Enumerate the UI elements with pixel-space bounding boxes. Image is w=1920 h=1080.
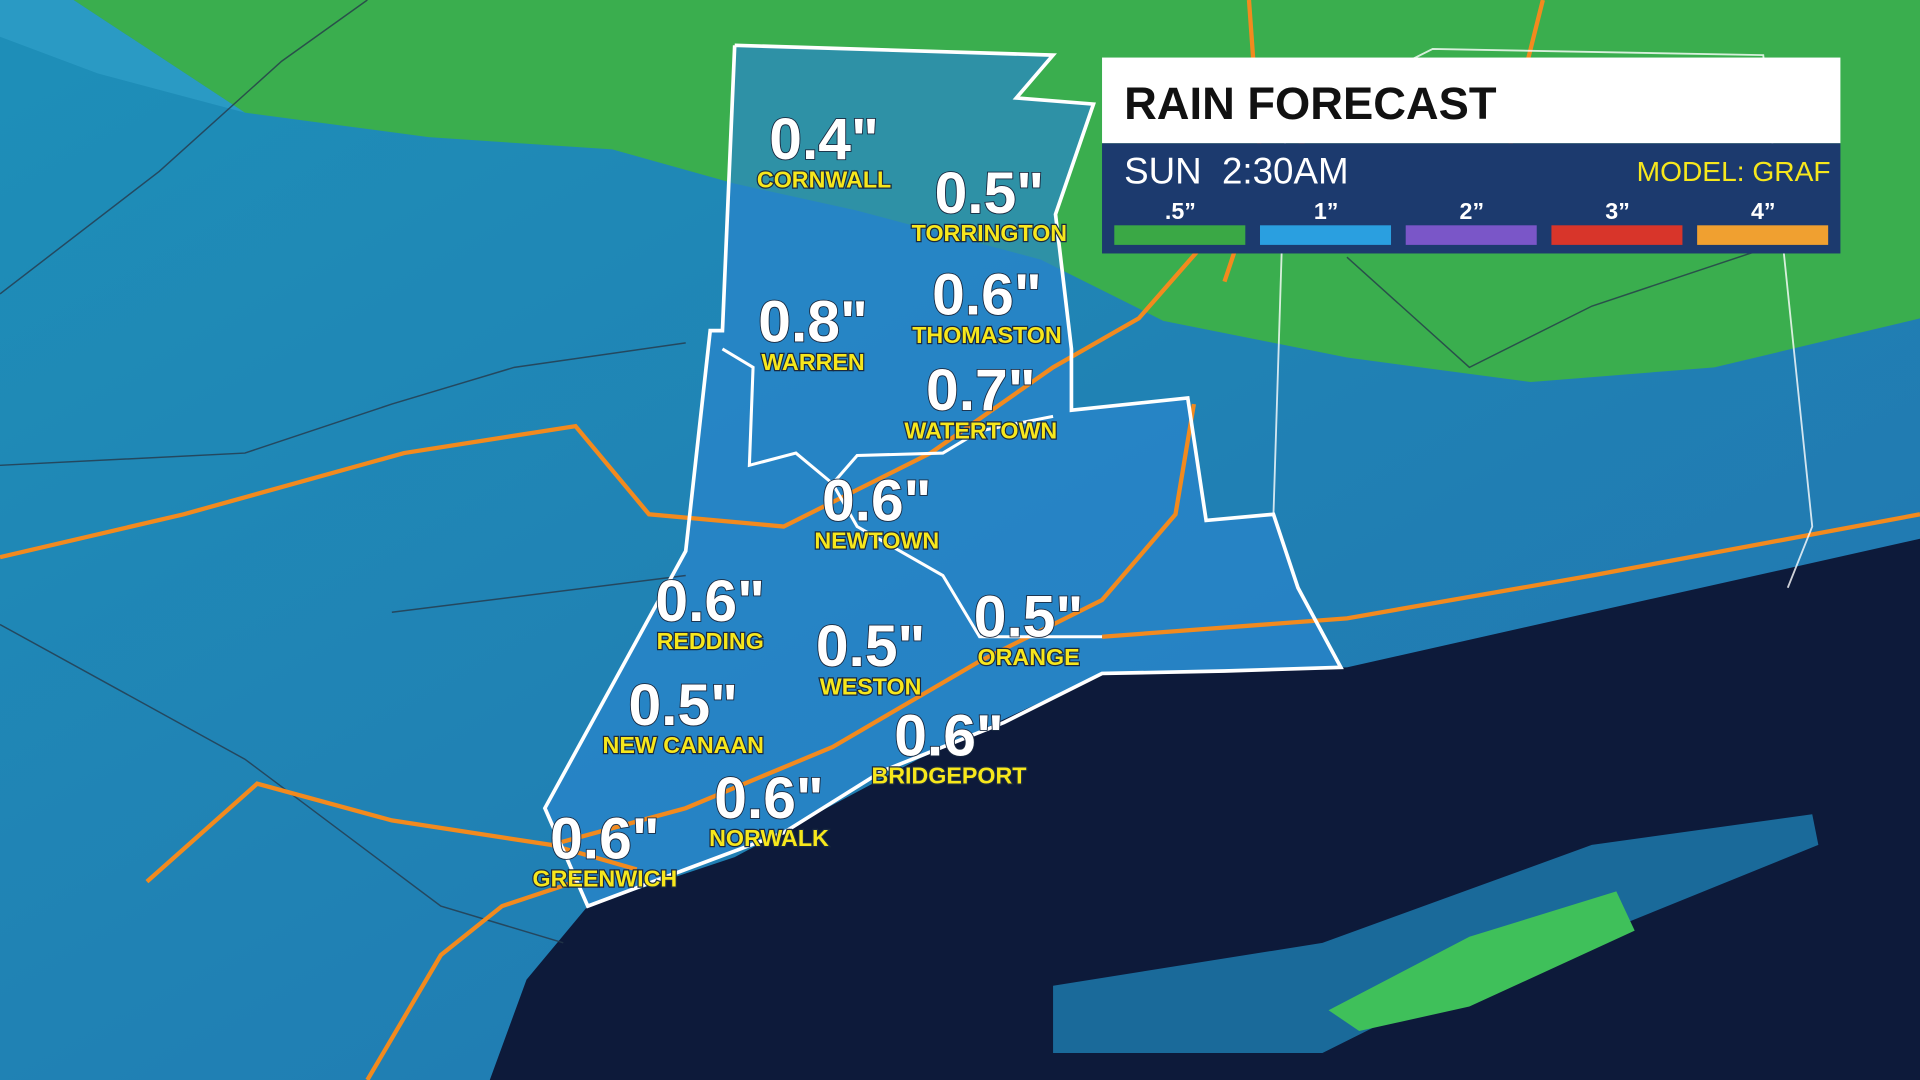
legend-label: 3” (1605, 198, 1630, 224)
border (1346, 244, 1776, 369)
town-name: ORANGE (978, 644, 1080, 670)
town-name: GREENWICH (533, 866, 678, 892)
town-name: WATERTOWN (904, 417, 1057, 443)
rain-amount: 0.7" (926, 358, 1036, 423)
locations: 0.4"CORNWALL 0.5"TORRINGTON0.8"WARREN0.6"… (531, 106, 1084, 892)
rain-amount: 0.5" (628, 673, 738, 738)
rain-amount: 0.6" (655, 569, 765, 634)
town-name: BRIDGEPORT (871, 763, 1026, 789)
legend-swatch (1405, 225, 1537, 245)
rain-amount: 0.6" (932, 263, 1042, 328)
rain-amount: 0.5" (816, 614, 926, 679)
rain-amount: 0.4" (769, 107, 879, 172)
legend-swatch (1697, 225, 1829, 245)
town-name: TORRINGTON (912, 220, 1067, 246)
rain-amount: 0.8" (758, 290, 868, 355)
border (0, 623, 564, 944)
rain-amount: 0.5" (935, 161, 1045, 226)
long-island (1053, 814, 1819, 1054)
rain-amount: 0.6" (822, 468, 932, 533)
title-bar (1102, 57, 1841, 144)
model: MODEL: GRAF (1637, 156, 1831, 187)
border (391, 574, 686, 613)
legend-label: 2” (1460, 198, 1485, 224)
legend-label: 4” (1751, 198, 1776, 224)
highway (550, 403, 1196, 847)
title: RAIN FORECAST (1124, 78, 1497, 129)
highway (1101, 512, 1920, 639)
long-island-green (1328, 891, 1635, 1032)
rain-amount: 0.5" (974, 585, 1084, 650)
rain-amount: 0.6" (714, 766, 824, 831)
legend: .5” 1” 2” 3” 4” (1114, 198, 1829, 245)
blue-corner (0, 0, 245, 113)
town-name: CORNWALL (757, 166, 891, 192)
legend-swatch (1114, 225, 1246, 245)
rain-amount: 0.6" (550, 806, 660, 871)
connecticut (544, 45, 1341, 907)
legend-label: 1” (1314, 198, 1339, 224)
legend-label: .5” (1165, 198, 1196, 224)
town-name: WESTON (820, 673, 922, 699)
border (0, 0, 368, 295)
town-name: THOMASTON (912, 322, 1061, 348)
town-name: REDDING (657, 628, 764, 654)
legend-swatch (1260, 225, 1392, 245)
state-outline (542, 43, 1344, 909)
town-name: NEWTOWN (814, 528, 939, 554)
time: SUN 2:30AM (1124, 151, 1348, 192)
town-name: NEW CANAAN (603, 732, 764, 758)
highway (145, 781, 638, 884)
highway (365, 879, 577, 1080)
county-line (831, 482, 1103, 639)
town-name: WARREN (761, 349, 864, 375)
legend-swatch (1551, 225, 1683, 245)
town-name: NORWALK (709, 825, 829, 851)
border (0, 342, 686, 467)
rain-amount: 0.6" (894, 704, 1004, 769)
